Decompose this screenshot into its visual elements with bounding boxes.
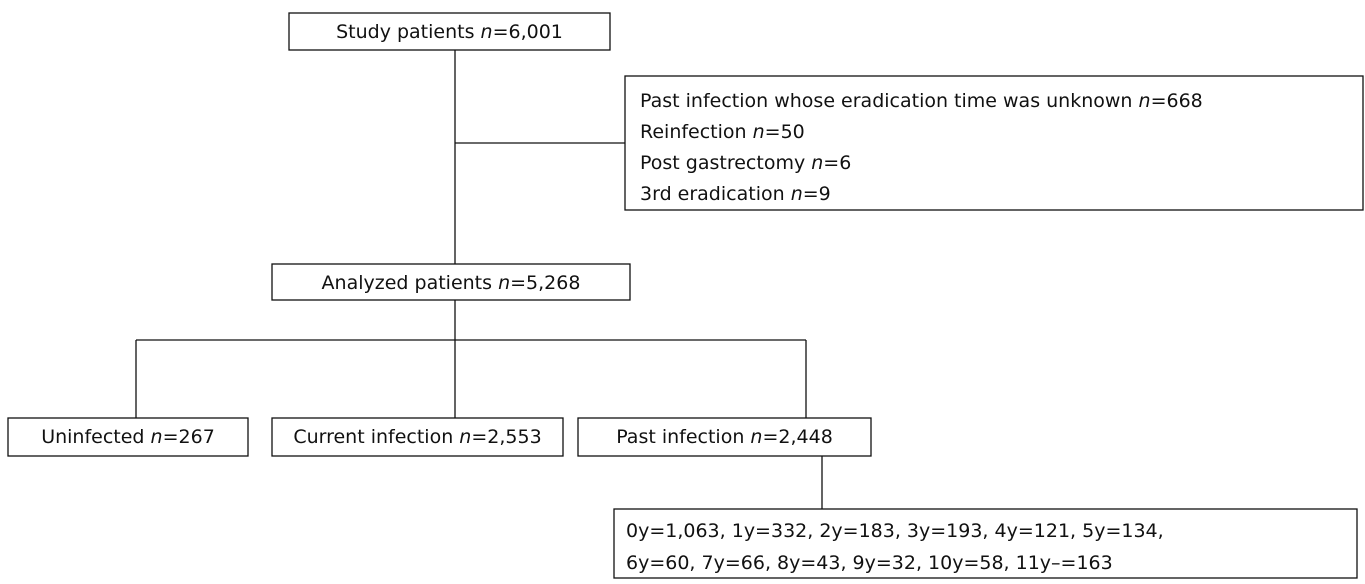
node-text: 3rd eradication n=9 (640, 183, 831, 205)
text-part: n (753, 121, 765, 143)
node-box (624, 75, 1364, 211)
text-part: n (498, 272, 510, 294)
text-part: Analyzed patients (322, 272, 499, 294)
text-part: =2,553 (471, 426, 541, 448)
text-part: Uninfected (41, 426, 150, 448)
node-box (7, 417, 249, 457)
text-part: =2,448 (762, 426, 832, 448)
text-part: Current infection (293, 426, 459, 448)
text-part: 6y=60, 7y=66, 8y=43, 9y=32, 10y=58, 11y–… (626, 552, 1113, 574)
node-text: Post gastrectomy n=6 (640, 152, 851, 174)
text-part: n (811, 152, 823, 174)
node-text: Past infection n=2,448 (616, 426, 833, 448)
node-text: Reinfection n=50 (640, 121, 805, 143)
text-part: Reinfection (640, 121, 753, 143)
text-part: 0y=1,063, 1y=332, 2y=183, 3y=193, 4y=121… (626, 520, 1164, 542)
node-box (288, 12, 611, 51)
node-box (577, 417, 872, 457)
text-part: =6,001 (493, 21, 563, 43)
text-part: =9 (803, 183, 831, 205)
text-part: Past infection (616, 426, 750, 448)
node-text: 6y=60, 7y=66, 8y=43, 9y=32, 10y=58, 11y–… (626, 552, 1113, 574)
text-part: Post gastrectomy (640, 152, 811, 174)
text-part: n (750, 426, 762, 448)
node-text: 0y=1,063, 1y=332, 2y=183, 3y=193, 4y=121… (626, 520, 1164, 542)
text-part: Study patients (336, 21, 480, 43)
node-box (271, 417, 564, 457)
text-part: Past infection whose eradication time wa… (640, 90, 1139, 112)
text-part: =5,268 (510, 272, 580, 294)
text-part: =50 (765, 121, 805, 143)
text-part: n (151, 426, 163, 448)
node-text: Study patients n=6,001 (336, 21, 563, 43)
text-part: =668 (1151, 90, 1203, 112)
text-part: n (791, 183, 803, 205)
node-text: Current infection n=2,553 (293, 426, 541, 448)
node-box (271, 263, 631, 301)
text-part: n (481, 21, 493, 43)
text-part: =6 (823, 152, 851, 174)
node-box (613, 508, 1358, 579)
node-text: Analyzed patients n=5,268 (322, 272, 581, 294)
text-part: n (1139, 90, 1151, 112)
node-text: Uninfected n=267 (41, 426, 215, 448)
text-part: =267 (163, 426, 215, 448)
node-text: Past infection whose eradication time wa… (640, 90, 1203, 112)
text-part: 3rd eradication (640, 183, 791, 205)
text-part: n (459, 426, 471, 448)
